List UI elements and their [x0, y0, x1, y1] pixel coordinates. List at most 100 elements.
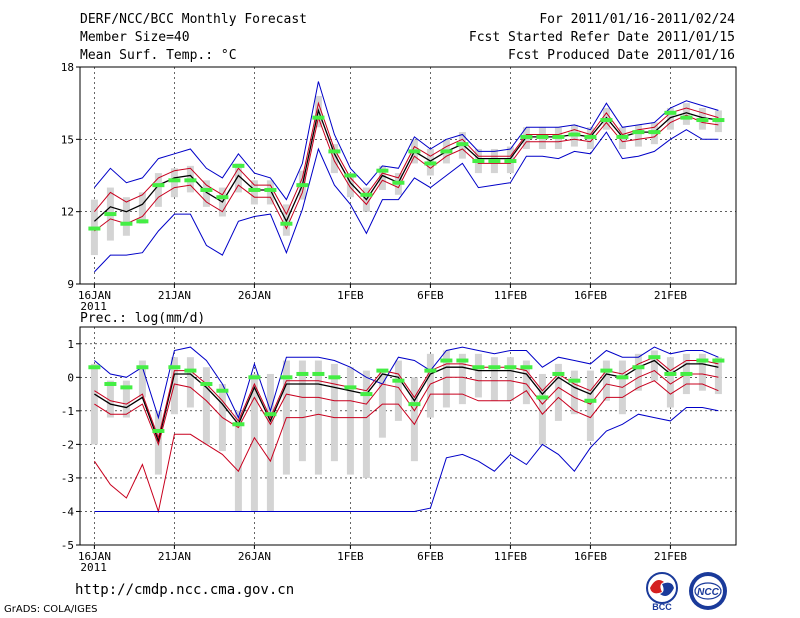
panel1-observed-marker [632, 130, 645, 135]
panel1-observed-marker [504, 159, 517, 164]
panel2-series-mean [94, 359, 719, 444]
panel2-observed-marker [280, 375, 293, 380]
panel2-observed-marker [232, 422, 245, 427]
panel2-observed-marker [600, 368, 613, 373]
panel2-spread-box [138, 360, 146, 398]
panel2-spread-box [410, 377, 418, 462]
panel2-x-tick-label: 16JAN [78, 550, 111, 563]
panel2-series-min [94, 407, 719, 512]
panel1-observed-marker [376, 168, 389, 173]
panel1-observed-marker [440, 149, 453, 154]
panel1-spread-box [250, 180, 258, 205]
bcc-logo-text: BCC [652, 602, 672, 612]
panel1-x-tick-label: 16JAN [78, 289, 111, 302]
panel2-observed-marker [424, 368, 437, 373]
panel2-spread-box [250, 373, 258, 512]
panel2-y-tick-label: -4 [61, 505, 75, 518]
panel2-plot-frame [79, 326, 737, 546]
panel2-spread-box [666, 357, 674, 408]
panel1-observed-marker [216, 195, 229, 200]
panel1-observed-marker [392, 180, 405, 185]
panel2-spread-box [570, 370, 578, 415]
panel2-x-tick-label: 21JAN [158, 550, 191, 563]
panel2-spread-box [330, 363, 338, 462]
panel2-spread-box [650, 350, 658, 381]
panel2-observed-marker [408, 402, 421, 407]
temp-variable-label: Mean Surf. Temp.: °C [80, 48, 237, 63]
chart-title: DERF/NCC/BCC Monthly Forecast [80, 12, 307, 27]
panel2-observed-marker [488, 365, 501, 370]
panel2-observed-marker [344, 385, 357, 390]
panel2-x-tick-label: 6FEB [417, 550, 444, 563]
panel1-spread-box [122, 197, 130, 236]
panel1-observed-marker [568, 132, 581, 137]
panel2-observed-marker [552, 371, 565, 376]
panel1-y-tick-label: 18 [61, 61, 74, 74]
panel2-spread-box [602, 360, 610, 401]
panel1-x-tick-label: 26JAN [238, 289, 271, 302]
panel2-spread-box [362, 370, 370, 478]
panel2-spread-box [698, 353, 706, 391]
panel2-observed-marker [632, 365, 645, 370]
panel2-spread-box [346, 367, 354, 475]
panel2-x-tick-label: 1FEB [337, 550, 364, 563]
panel2-observed-marker [520, 365, 533, 370]
panel1-observed-marker [328, 149, 341, 154]
panel1-spread-box [666, 107, 674, 130]
panel1-x-tick-label: 1FEB [337, 289, 364, 302]
source-url[interactable]: http://cmdp.ncc.cma.gov.cn [75, 582, 295, 598]
panel2-spread-box [554, 363, 562, 421]
panel1-observed-marker [232, 163, 245, 168]
panel1-spread-box [634, 124, 642, 147]
panel1-y-tick-label: 15 [61, 133, 74, 146]
panel2-spread-box [394, 360, 402, 421]
panel1-observed-marker [552, 134, 565, 139]
panel2-spread-box [234, 410, 242, 512]
panel1-observed-marker [248, 187, 261, 192]
panel2-observed-marker [616, 375, 629, 380]
panel1-observed-marker [648, 130, 661, 135]
panel2-x-tick-label: 26JAN [238, 550, 271, 563]
panel2-spread-box [106, 380, 114, 418]
panel2-observed-marker [360, 392, 373, 397]
panel2-spread-box [122, 380, 130, 418]
panel2-y-tick-label: -3 [61, 472, 74, 485]
panel1-spread-box [170, 168, 178, 198]
panel2-observed-marker [440, 358, 453, 363]
panel2-x-tick-label: 21FEB [654, 550, 687, 563]
panel2-observed-marker [328, 375, 341, 380]
panel1-observed-marker [344, 173, 357, 178]
panel1-observed-marker [104, 212, 117, 217]
panel2-observed-marker [680, 371, 693, 376]
panel1-observed-marker [120, 221, 133, 226]
panel2-x-tick-label: 2011 [80, 561, 107, 574]
panel2-observed-marker [136, 365, 149, 370]
panel2-spread-box [266, 373, 274, 512]
panel1-observed-marker [488, 159, 501, 164]
panel1-observed-marker [264, 187, 277, 192]
fcst-started-label: Fcst Started Refer Date 2011/01/15 [468, 30, 735, 45]
panel2-spread-box [202, 367, 210, 445]
panel1-spread-box [234, 163, 242, 193]
panel1-series-mean [93, 108, 719, 223]
panel2-series-lower [94, 370, 719, 446]
panel1-spread-box [266, 180, 274, 205]
ncc-logo-text: NCC [697, 587, 719, 598]
panel2-spread-box [490, 357, 498, 401]
fcst-produced-label: Fcst Produced Date 2011/01/16 [508, 48, 735, 63]
panel1-observed-marker [456, 142, 469, 147]
panel1-observed-marker [280, 221, 293, 226]
panel2-observed-marker [248, 375, 261, 380]
panel2-series-max [94, 346, 719, 420]
panel1-x-tick-label: 21JAN [158, 289, 191, 302]
panel2-spread-box [314, 360, 322, 475]
panel2-observed-marker [696, 358, 709, 363]
panel1-spread-box [330, 144, 338, 174]
panel2-observed-marker [392, 378, 405, 383]
panel2-observed-marker [664, 371, 677, 376]
panel2-observed-marker [104, 382, 117, 387]
panel1-observed-marker [680, 115, 693, 120]
panel1-spread-box [202, 180, 210, 207]
panel2-spread-box [458, 353, 466, 405]
panel1-observed-marker [424, 161, 437, 166]
